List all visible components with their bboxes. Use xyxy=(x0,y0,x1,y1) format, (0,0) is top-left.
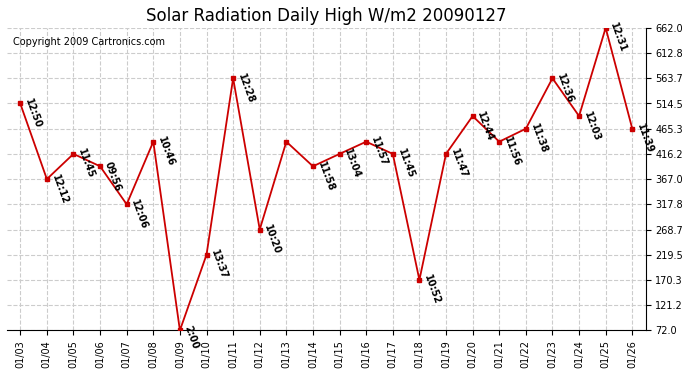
Text: 11:56: 11:56 xyxy=(502,135,522,168)
Text: 11:45: 11:45 xyxy=(395,148,415,180)
Text: 12:06: 12:06 xyxy=(130,198,150,231)
Text: Copyright 2009 Cartronics.com: Copyright 2009 Cartronics.com xyxy=(13,37,166,47)
Text: 11:47: 11:47 xyxy=(448,148,469,180)
Text: 11:39: 11:39 xyxy=(635,123,655,155)
Text: 13:04: 13:04 xyxy=(342,148,362,180)
Text: 12:03: 12:03 xyxy=(582,110,602,142)
Text: 11:45: 11:45 xyxy=(77,148,96,180)
Text: 11:58: 11:58 xyxy=(316,160,336,193)
Text: 12:44: 12:44 xyxy=(475,110,495,142)
Text: 12:28: 12:28 xyxy=(236,72,256,105)
Text: 12:50: 12:50 xyxy=(23,97,43,130)
Text: 10:46: 10:46 xyxy=(156,135,176,168)
Text: 11:57: 11:57 xyxy=(369,135,389,168)
Text: 12:12: 12:12 xyxy=(50,173,70,206)
Text: 10:20: 10:20 xyxy=(262,223,282,256)
Text: 11:38: 11:38 xyxy=(529,123,549,155)
Text: 2:00: 2:00 xyxy=(183,324,200,350)
Text: 09:56: 09:56 xyxy=(103,160,123,193)
Text: 12:31: 12:31 xyxy=(609,22,629,54)
Text: 12:36: 12:36 xyxy=(555,72,575,105)
Title: Solar Radiation Daily High W/m2 20090127: Solar Radiation Daily High W/m2 20090127 xyxy=(146,7,506,25)
Text: 13:37: 13:37 xyxy=(209,249,229,281)
Text: 10:52: 10:52 xyxy=(422,274,442,306)
